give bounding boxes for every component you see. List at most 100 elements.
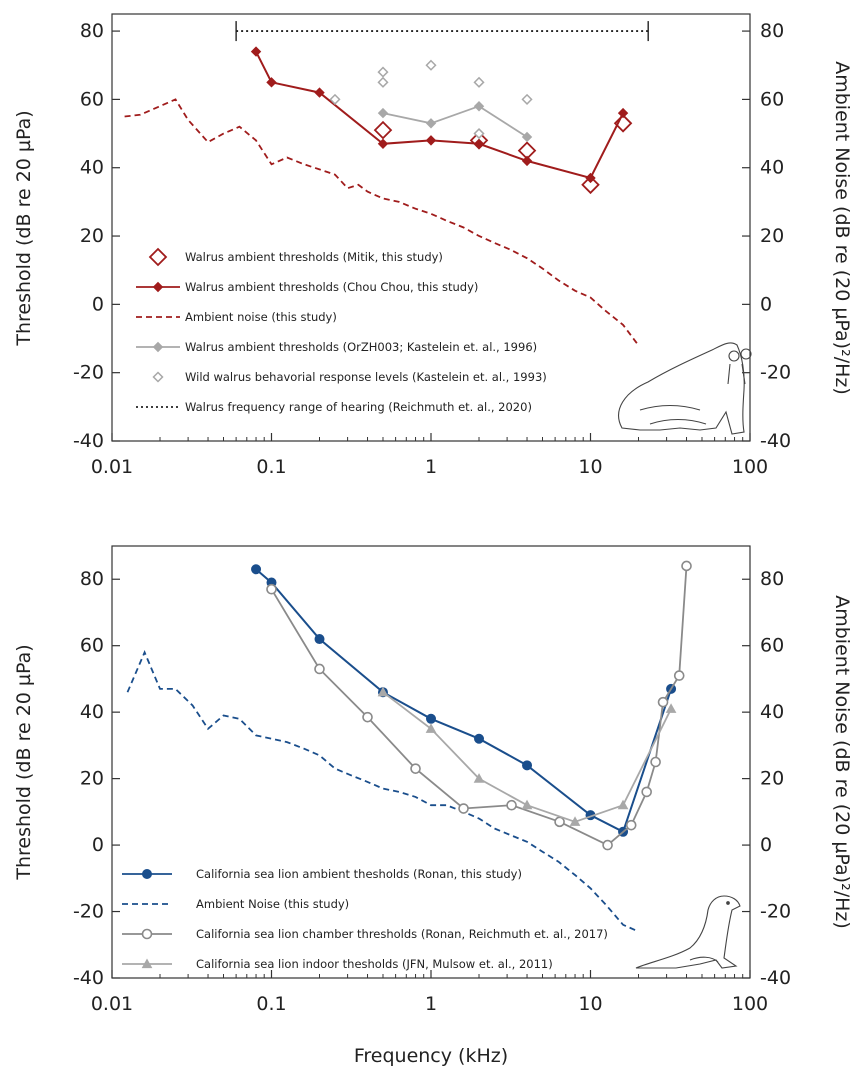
y2-tick-label: -20: [760, 901, 791, 923]
data-point: [473, 76, 485, 88]
x-tick-label: 0.1: [256, 456, 286, 478]
x-axis-label: Frequency (kHz): [354, 1045, 508, 1067]
series-3: [377, 101, 533, 143]
data-point: [522, 760, 533, 771]
legend-label: California sea lion indoor thesholds (JF…: [196, 957, 553, 971]
data-point: [625, 819, 637, 831]
plot-area: [124, 21, 649, 346]
data-point: [585, 172, 596, 184]
series-2: [124, 98, 640, 346]
series-1: [250, 46, 629, 184]
y2-tick-label: 20: [760, 225, 784, 247]
y-tick-label: 20: [80, 225, 104, 247]
data-point: [474, 733, 485, 744]
legend-item: California sea lion indoor thesholds (JF…: [122, 957, 553, 971]
series-line: [124, 98, 640, 346]
data-point: [425, 723, 437, 733]
data-point: [410, 763, 421, 774]
data-point: [617, 107, 629, 119]
x-tick-label: 1: [425, 993, 437, 1015]
data-point: [602, 839, 613, 851]
data-point: [425, 59, 437, 71]
y2-tick-label: 60: [760, 88, 784, 110]
data-point: [250, 46, 262, 57]
y2-tick-label: -40: [760, 967, 791, 989]
legend-label: California sea lion chamber thresholds (…: [196, 927, 608, 941]
y2-tick-label: 40: [760, 157, 784, 179]
y-tick-label: 40: [80, 701, 104, 723]
y-axis-label: Threshold (dB re 20 µPa): [13, 110, 35, 346]
y-tick-label: 0: [92, 834, 104, 856]
data-point: [373, 120, 393, 140]
data-point: [473, 138, 485, 150]
left-y-ticks: -40 -20 0 20 40 60 80: [73, 568, 120, 989]
legend-label: Ambient noise (this study): [185, 310, 337, 324]
legend-item: Ambient noise (this study): [136, 310, 337, 324]
legend-label: Wild walrus behavorial response levels (…: [185, 370, 547, 384]
y-tick-label: 80: [80, 568, 104, 590]
right-y-ticks: -40 -20 0 20 40 60 80: [742, 568, 791, 989]
legend-marker: [152, 281, 164, 293]
legend-marker: [141, 958, 153, 969]
legend-marker: [148, 247, 168, 267]
legend-label: Walrus ambient thresholds (Chou Chou, th…: [185, 280, 478, 294]
legend-item: Walrus ambient thresholds (Chou Chou, th…: [136, 280, 478, 294]
data-point: [458, 803, 469, 814]
y2-tick-label: 0: [760, 834, 772, 856]
series-5: [235, 21, 649, 42]
legend: California sea lion ambient thesholds (R…: [122, 867, 608, 971]
plot-area: [126, 560, 692, 933]
y-tick-label: -20: [73, 901, 104, 923]
walrus-panel: -40 -20 0 20 40 60 80 -40 -20 0 20 40 60 80 0.01 0.1 1…: [13, 13, 853, 478]
data-point: [641, 786, 652, 798]
legend-item: California sea lion chamber thresholds (…: [122, 927, 608, 941]
x-ticks: 0.01 0.1 1 10 100: [91, 433, 768, 478]
series-0: [251, 564, 677, 837]
x-tick-label: 100: [732, 993, 768, 1015]
legend-item: Walrus ambient thresholds (Mitik, this s…: [148, 247, 443, 267]
legend-label: Walrus frequency range of hearing (Reich…: [185, 400, 532, 414]
legend: Walrus ambient thresholds (Mitik, this s…: [136, 247, 547, 414]
data-point: [581, 175, 600, 195]
y2-tick-label: 60: [760, 635, 784, 657]
legend-label: Walrus ambient thresholds (Mitik, this s…: [185, 250, 443, 264]
series-0: [373, 114, 633, 195]
left-y-ticks: -40 -20 0 20 40 60 80: [73, 20, 120, 452]
series-3: [377, 686, 677, 826]
data-point: [426, 713, 436, 724]
y-tick-label: 20: [80, 768, 104, 790]
y-tick-label: -40: [73, 430, 104, 452]
y-tick-label: 60: [80, 635, 104, 657]
data-point: [362, 711, 373, 723]
y2-tick-label: -20: [760, 362, 791, 384]
x-tick-label: 1: [425, 456, 437, 478]
x-tick-label: 0.1: [256, 993, 286, 1015]
y2-axis-label: Ambient Noise (dB re (20 µPa)²/Hz): [831, 595, 853, 929]
data-point: [521, 131, 533, 143]
x-tick-label: 100: [732, 456, 768, 478]
data-point: [650, 756, 661, 768]
data-point: [314, 634, 325, 645]
y-tick-label: 60: [80, 88, 104, 110]
y-tick-label: 0: [92, 293, 104, 315]
series-line: [255, 51, 624, 180]
series-line: [382, 105, 528, 138]
x-tick-label: 0.01: [91, 993, 133, 1015]
y-tick-label: -20: [73, 362, 104, 384]
y-axis-label: Threshold (dB re 20 µPa): [13, 644, 35, 880]
y2-tick-label: 20: [760, 768, 784, 790]
sea-lion-icon: [635, 895, 741, 969]
data-point: [377, 107, 389, 119]
data-point: [266, 583, 277, 595]
data-point: [377, 76, 389, 88]
data-point: [473, 127, 485, 140]
x-tick-label: 10: [578, 993, 602, 1015]
data-point: [266, 77, 277, 88]
walrus-icon: [618, 342, 752, 435]
y-tick-label: 80: [80, 20, 104, 42]
data-point: [521, 799, 533, 810]
legend-marker: [141, 928, 153, 940]
x-ticks: 0.01 0.1 1 10 100: [91, 970, 768, 1015]
data-point: [665, 703, 677, 713]
